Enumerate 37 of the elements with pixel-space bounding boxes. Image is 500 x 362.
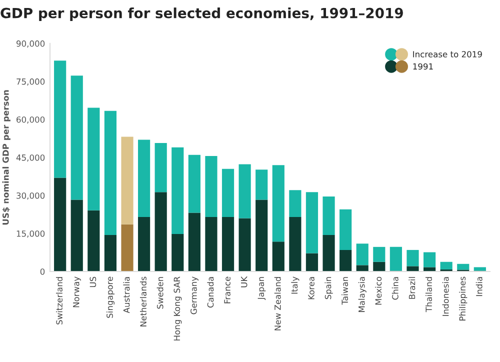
legend-label: Increase to 2019 xyxy=(413,51,482,58)
y-tick-label: 45,000 xyxy=(16,154,45,162)
x-tick-label: Singapore xyxy=(106,276,114,318)
x-tick-label: Norway xyxy=(73,276,81,308)
y-tick-label: 30,000 xyxy=(16,192,45,200)
y-axis-title: US$ nominal GDP per person xyxy=(2,90,10,225)
x-tick-label: Brazil xyxy=(408,277,416,299)
y-tick-label: 15,000 xyxy=(16,230,45,238)
x-tick-label: Hong Kong SAR xyxy=(174,276,182,340)
x-tick-label: Sweden xyxy=(156,277,164,309)
legend-label: 1991 xyxy=(413,63,433,70)
y-tick-label: 0 xyxy=(40,268,45,275)
x-tick-label: Japan xyxy=(258,277,266,300)
x-tick-label: Thailand xyxy=(426,277,432,312)
y-tick-label: 75,000 xyxy=(16,78,45,86)
x-tick-label: Canada xyxy=(207,277,214,308)
y-tick-label: 90,000 xyxy=(16,40,45,48)
x-tick-label: Malaysia xyxy=(358,277,366,312)
x-tick-label: Philippines xyxy=(459,276,468,320)
y-tick-label: 60,000 xyxy=(16,116,45,124)
x-tick-label: Germany xyxy=(190,276,198,314)
x-tick-label: Netherlands xyxy=(140,276,146,326)
x-tick-label: France xyxy=(224,276,230,304)
x-tick-label: UK xyxy=(241,276,248,288)
chart-title: GDP per person for selected economies, 1991–2019 xyxy=(0,8,403,21)
x-tick-label: Taiwan xyxy=(342,277,348,305)
x-tick-label: Italy xyxy=(291,276,300,294)
x-tick-label: US xyxy=(90,276,96,288)
x-tick-label: Indonesia xyxy=(442,277,449,316)
x-tick-label: Australia xyxy=(123,277,130,314)
x-tick-label: New Zealand xyxy=(274,277,281,330)
x-tick-label: Korea xyxy=(308,277,314,300)
x-tick-label: Mexico xyxy=(375,276,382,305)
x-tick-label: Switzerland xyxy=(56,277,62,324)
x-tick-label: India xyxy=(476,277,482,296)
x-tick-label: Spain xyxy=(324,277,333,300)
x-tick-label: China xyxy=(392,277,398,300)
